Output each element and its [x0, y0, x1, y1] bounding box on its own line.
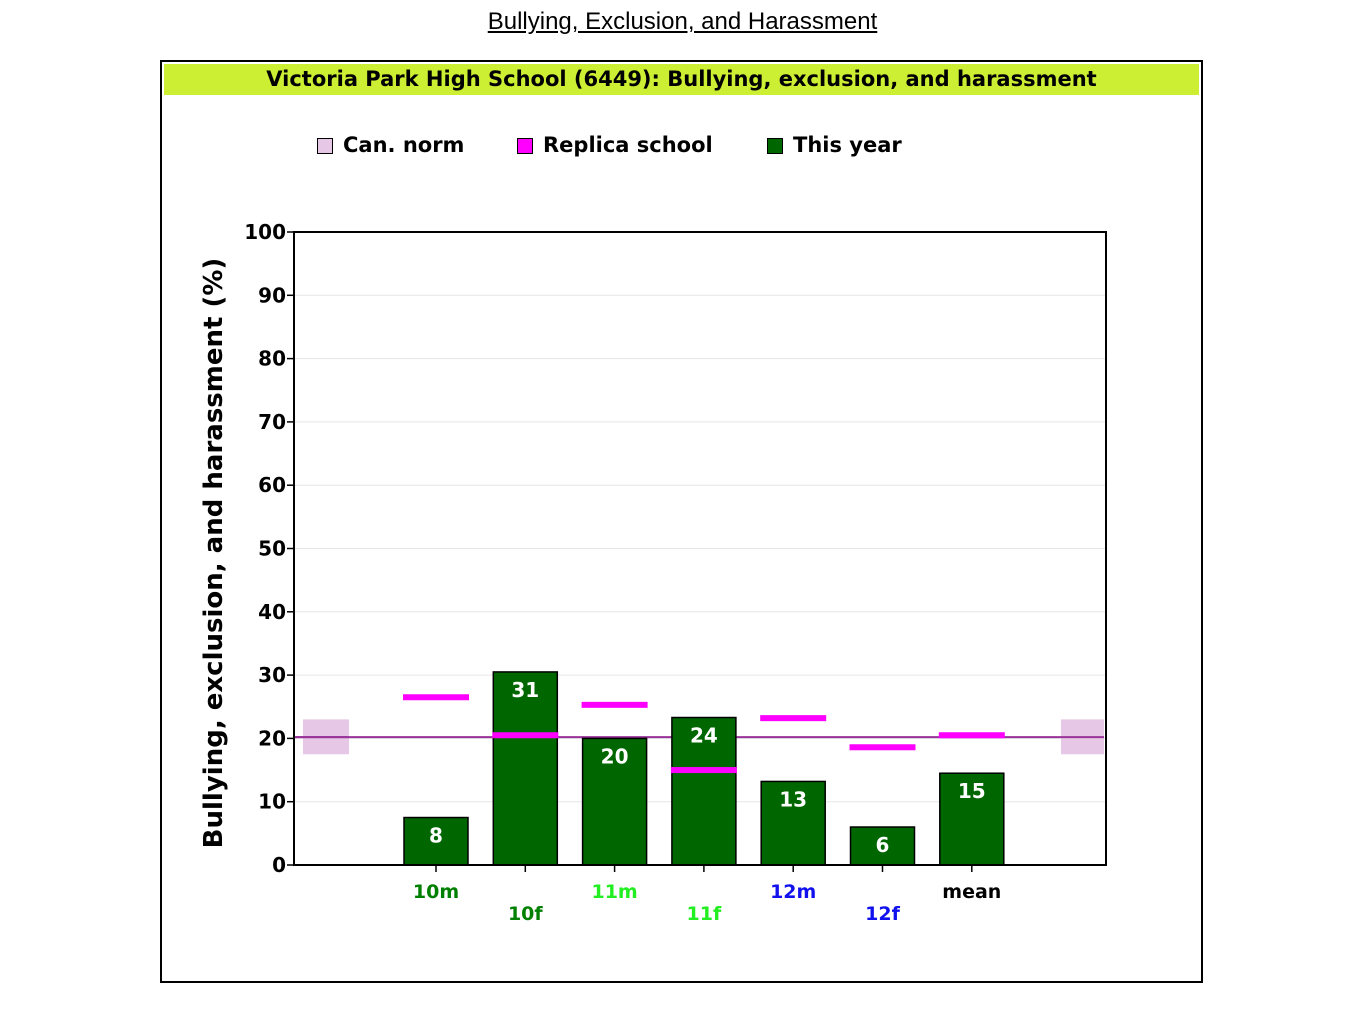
- bars: [403, 671, 1005, 866]
- replica-marker: [581, 701, 648, 708]
- legend-swatch-replica-school: [517, 138, 533, 154]
- y-tick-label: 10: [258, 790, 286, 814]
- legend-swatch-can-norm: [317, 138, 333, 154]
- x-axis-ticks: 10m 10f 11m 11f 12m 12f mean: [413, 865, 1001, 925]
- chart-header-band: Victoria Park High School (6449): Bullyi…: [164, 64, 1199, 95]
- x-tick-label: 12m: [770, 881, 816, 903]
- replica-marker: [938, 732, 1005, 739]
- bar-this-year: [760, 780, 826, 866]
- x-tick-label: 10f: [508, 903, 543, 925]
- y-tick-label: 0: [272, 853, 286, 877]
- replica-marker: [849, 744, 916, 751]
- chart-title: Victoria Park High School (6449): Bullyi…: [266, 67, 1097, 91]
- bar-value-label: 8: [429, 824, 443, 848]
- bar-labels: 8 31 20 24 13 6 15: [429, 678, 986, 857]
- y-tick-label: 60: [258, 473, 286, 497]
- x-tick-label: 10m: [413, 881, 459, 903]
- x-tick-label: 12f: [865, 903, 900, 925]
- y-tick-label: 40: [258, 600, 286, 624]
- y-axis-ticks: 0 10 20 30 40 50 60 70 80 90 100: [244, 220, 294, 877]
- x-tick-label: 11m: [591, 881, 637, 903]
- replica-marker: [403, 694, 469, 701]
- legend-swatch-this-year: [767, 138, 783, 154]
- bar-value-label: 6: [876, 833, 890, 857]
- legend-label-replica-school: Replica school: [543, 133, 713, 157]
- y-tick-label: 30: [258, 663, 286, 687]
- bar-this-year: [581, 737, 648, 866]
- y-axis-label: Bullying, exclusion, and harassment (%): [199, 258, 229, 849]
- bar-this-year: [403, 816, 469, 866]
- bar-value-label: 15: [958, 779, 986, 803]
- replica-marker: [760, 715, 827, 722]
- y-tick-label: 80: [258, 347, 286, 371]
- legend-label-can-norm: Can. norm: [343, 133, 465, 157]
- chart-frame: Victoria Park High School (6449): Bullyi…: [160, 60, 1203, 983]
- bar-this-year: [671, 716, 737, 866]
- page-title: Bullying, Exclusion, and Harassment: [487, 8, 878, 35]
- bar-this-year: [492, 671, 559, 866]
- y-tick-label: 100: [244, 220, 286, 244]
- legend-label-this-year: This year: [793, 133, 902, 157]
- x-tick-label: 11f: [687, 903, 722, 925]
- bar-value-label: 31: [511, 678, 539, 702]
- replica-marker: [670, 767, 737, 774]
- replica-marker: [492, 732, 559, 739]
- y-tick-label: 20: [258, 726, 286, 750]
- bar-value-label: 13: [779, 787, 807, 811]
- bar-value-label: 20: [601, 744, 629, 768]
- bar-value-label: 24: [690, 724, 718, 748]
- replica-markers: [403, 694, 1005, 774]
- y-tick-label: 90: [258, 283, 286, 307]
- bar-this-year: [939, 772, 1005, 866]
- x-tick-label: mean: [942, 881, 1001, 903]
- y-tick-label: 70: [258, 410, 286, 434]
- bar-this-year: [849, 826, 916, 866]
- y-tick-label: 50: [258, 537, 286, 561]
